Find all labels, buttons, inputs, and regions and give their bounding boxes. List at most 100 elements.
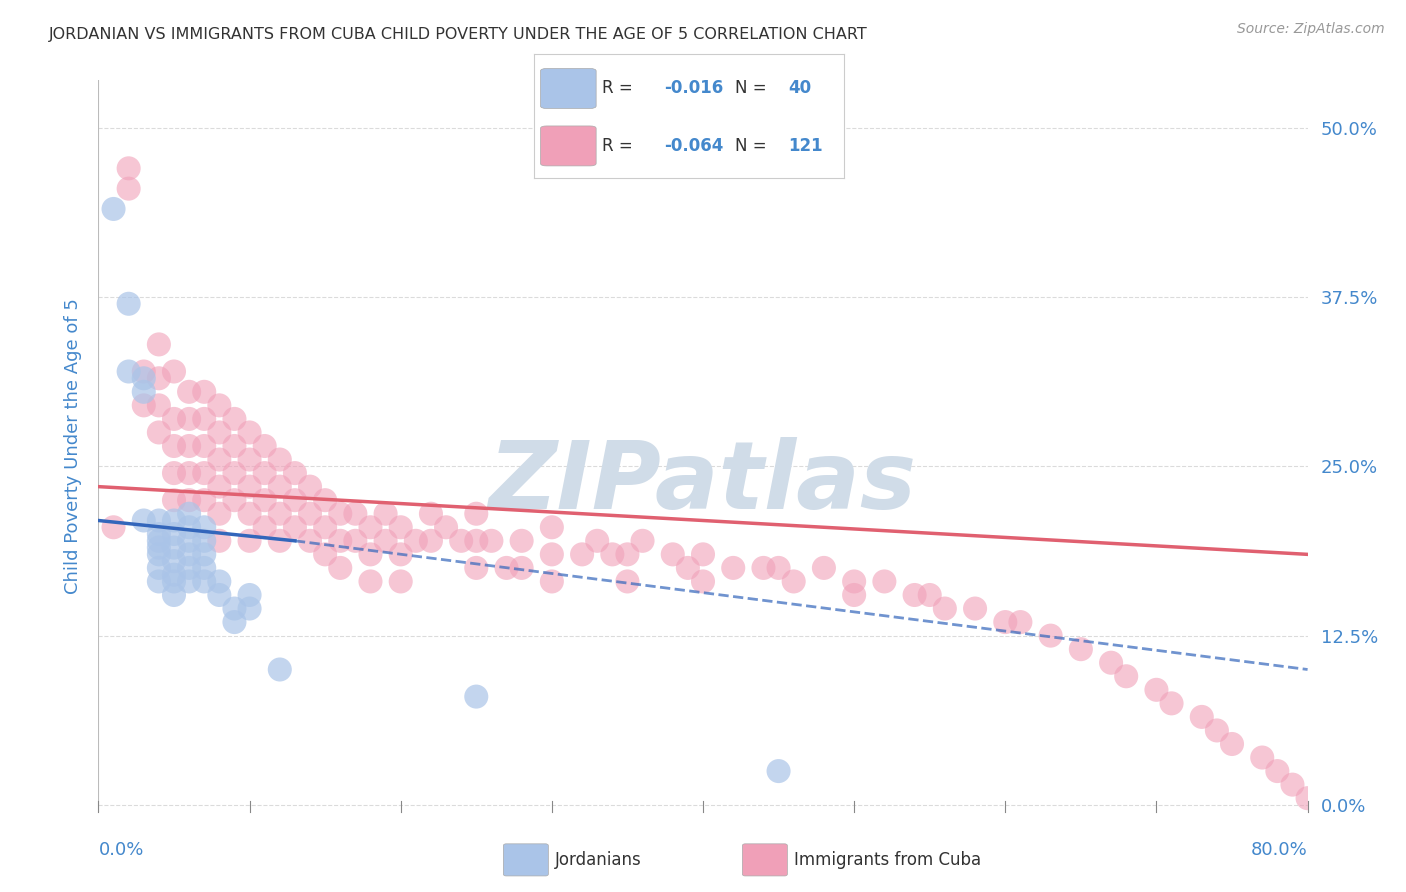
- Point: [148, 425, 170, 440]
- Point: [208, 480, 231, 494]
- Point: [631, 533, 654, 548]
- Point: [179, 533, 201, 548]
- Point: [994, 615, 1017, 629]
- Point: [783, 574, 806, 589]
- Point: [193, 561, 215, 575]
- Point: [465, 533, 488, 548]
- Point: [844, 574, 866, 589]
- Point: [239, 480, 262, 494]
- Point: [360, 547, 382, 561]
- Point: [148, 547, 170, 561]
- Point: [314, 493, 336, 508]
- Point: [163, 364, 186, 378]
- FancyBboxPatch shape: [540, 69, 596, 109]
- Point: [1010, 615, 1032, 629]
- Point: [586, 533, 609, 548]
- Point: [132, 384, 155, 399]
- Point: [163, 466, 186, 480]
- Point: [420, 533, 443, 548]
- Point: [239, 533, 262, 548]
- Point: [163, 439, 186, 453]
- Point: [179, 520, 201, 534]
- Point: [389, 574, 412, 589]
- Point: [132, 364, 155, 378]
- Point: [239, 601, 262, 615]
- Point: [224, 466, 246, 480]
- Text: -0.064: -0.064: [664, 137, 724, 155]
- Point: [132, 371, 155, 385]
- Point: [103, 520, 125, 534]
- Point: [148, 541, 170, 555]
- Point: [374, 507, 396, 521]
- Point: [420, 507, 443, 521]
- Text: JORDANIAN VS IMMIGRANTS FROM CUBA CHILD POVERTY UNDER THE AGE OF 5 CORRELATION C: JORDANIAN VS IMMIGRANTS FROM CUBA CHILD …: [49, 27, 868, 42]
- Point: [193, 466, 215, 480]
- Point: [844, 588, 866, 602]
- Point: [193, 384, 215, 399]
- Point: [465, 507, 488, 521]
- Point: [239, 452, 262, 467]
- Point: [253, 520, 276, 534]
- Point: [813, 561, 835, 575]
- Point: [284, 466, 307, 480]
- Point: [179, 412, 201, 426]
- Point: [179, 547, 201, 561]
- Point: [224, 615, 246, 629]
- Point: [253, 493, 276, 508]
- Point: [148, 533, 170, 548]
- Point: [329, 533, 352, 548]
- Point: [148, 527, 170, 541]
- Point: [284, 493, 307, 508]
- Point: [224, 601, 246, 615]
- Point: [1115, 669, 1137, 683]
- Point: [193, 547, 215, 561]
- Text: N =: N =: [735, 79, 766, 97]
- Point: [934, 601, 956, 615]
- Text: N =: N =: [735, 137, 766, 155]
- Text: R =: R =: [602, 137, 633, 155]
- Text: Immigrants from Cuba: Immigrants from Cuba: [794, 851, 981, 869]
- Point: [692, 547, 714, 561]
- Point: [179, 466, 201, 480]
- Point: [148, 398, 170, 412]
- Point: [1160, 697, 1182, 711]
- Point: [1220, 737, 1243, 751]
- Point: [329, 561, 352, 575]
- Point: [163, 493, 186, 508]
- Point: [179, 574, 201, 589]
- Point: [540, 574, 562, 589]
- Point: [239, 588, 262, 602]
- Point: [269, 452, 291, 467]
- Point: [208, 574, 231, 589]
- Point: [163, 574, 186, 589]
- Point: [224, 493, 246, 508]
- Point: [179, 384, 201, 399]
- Point: [405, 533, 427, 548]
- Point: [284, 520, 307, 534]
- Point: [360, 520, 382, 534]
- Point: [208, 588, 231, 602]
- Point: [118, 297, 141, 311]
- Point: [1099, 656, 1122, 670]
- Point: [103, 202, 125, 216]
- Point: [1070, 642, 1092, 657]
- Point: [224, 439, 246, 453]
- Point: [389, 520, 412, 534]
- Point: [1206, 723, 1229, 738]
- Text: Jordanians: Jordanians: [555, 851, 643, 869]
- Point: [179, 507, 201, 521]
- Point: [1191, 710, 1213, 724]
- Point: [965, 601, 987, 615]
- Point: [193, 439, 215, 453]
- Point: [314, 547, 336, 561]
- Point: [389, 547, 412, 561]
- Point: [239, 425, 262, 440]
- Point: [540, 547, 562, 561]
- Point: [148, 371, 170, 385]
- Point: [163, 567, 186, 582]
- Point: [329, 507, 352, 521]
- Point: [179, 493, 201, 508]
- Text: 40: 40: [787, 79, 811, 97]
- Text: 121: 121: [787, 137, 823, 155]
- Y-axis label: Child Poverty Under the Age of 5: Child Poverty Under the Age of 5: [63, 298, 82, 594]
